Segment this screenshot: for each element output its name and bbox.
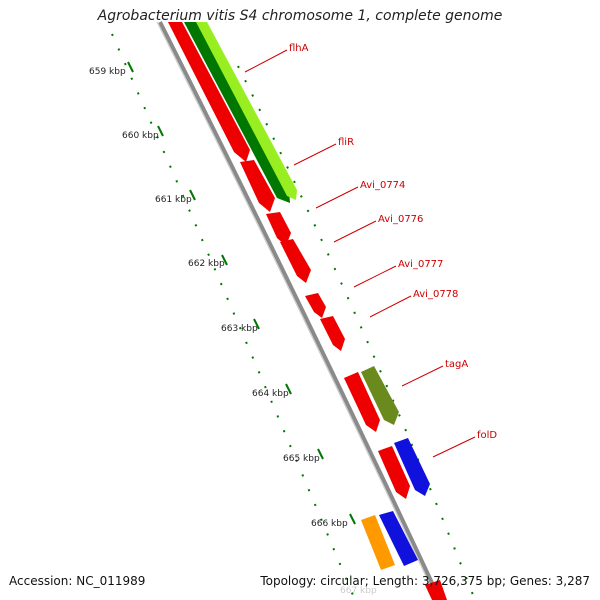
ruler-label: 664 kbp xyxy=(252,389,289,399)
ruler-label: 663 kbp xyxy=(221,324,258,334)
genes-label: Genes: xyxy=(509,574,552,588)
ruler-label: 667 kbp xyxy=(340,586,377,596)
gene-label-Avi_0777[interactable]: Avi_0777 xyxy=(398,259,443,270)
genome-backbone-highlight xyxy=(156,21,438,600)
inner-dotted-guide xyxy=(111,33,356,600)
accession-info: Accession: NC_011989 xyxy=(9,574,145,588)
genome-backbone xyxy=(158,21,442,600)
ruler-label: 662 kbp xyxy=(188,259,225,269)
gene-label-tagA[interactable]: tagA xyxy=(445,359,468,370)
gene-label-Avi_0774[interactable]: Avi_0774 xyxy=(360,180,405,191)
gene-arrow[interactable] xyxy=(240,160,275,212)
ruler-label: 660 kbp xyxy=(122,131,159,141)
gene-label-Avi_0778[interactable]: Avi_0778 xyxy=(413,289,458,300)
gene-arrow[interactable] xyxy=(344,372,380,432)
gene-arrow[interactable] xyxy=(394,438,430,496)
gene-arrow[interactable] xyxy=(378,446,410,499)
accession-label: Accession: xyxy=(9,574,73,588)
ruler-ticks xyxy=(127,61,356,525)
genes-value: 3,287 xyxy=(555,574,590,588)
label-leaders xyxy=(244,49,476,458)
ruler-label: 661 kbp xyxy=(155,195,192,205)
ruler-label: 659 kbp xyxy=(89,67,126,77)
topology-label: Topology: xyxy=(260,574,317,588)
gene-arrow[interactable] xyxy=(305,293,326,318)
gene-arrow[interactable] xyxy=(361,366,399,425)
ruler-label: 666 kbp xyxy=(311,519,348,529)
length-label: Length: xyxy=(372,574,419,588)
outer-dotted-guide xyxy=(237,65,476,600)
gene-arrow[interactable] xyxy=(320,316,345,351)
gene-arrow[interactable] xyxy=(266,212,291,246)
accession-value: NC_011989 xyxy=(76,574,146,588)
gene-arrow[interactable] xyxy=(184,22,290,203)
topology-value: circular xyxy=(320,574,365,588)
gene-arrow[interactable] xyxy=(196,22,297,200)
gene-arrow[interactable] xyxy=(425,580,447,600)
genome-stats: Topology: circular; Length: 3,726,375 bp… xyxy=(260,574,590,588)
gene-label-flhA[interactable]: flhA xyxy=(289,43,309,54)
gene-arrow[interactable] xyxy=(168,22,250,162)
gene-label-fliR[interactable]: fliR xyxy=(338,137,354,148)
map-title: Agrobacterium vitis S4 chromosome 1, com… xyxy=(97,8,503,24)
length-value: 3,726,375 bp xyxy=(421,574,502,588)
gene-arrow[interactable] xyxy=(379,511,418,566)
gene-label-folD[interactable]: folD xyxy=(477,430,497,441)
gene-arrow[interactable] xyxy=(280,239,311,283)
gene-label-Avi_0776[interactable]: Avi_0776 xyxy=(378,214,423,225)
gene-arrow[interactable] xyxy=(361,515,395,570)
ruler-label: 665 kbp xyxy=(283,454,320,464)
